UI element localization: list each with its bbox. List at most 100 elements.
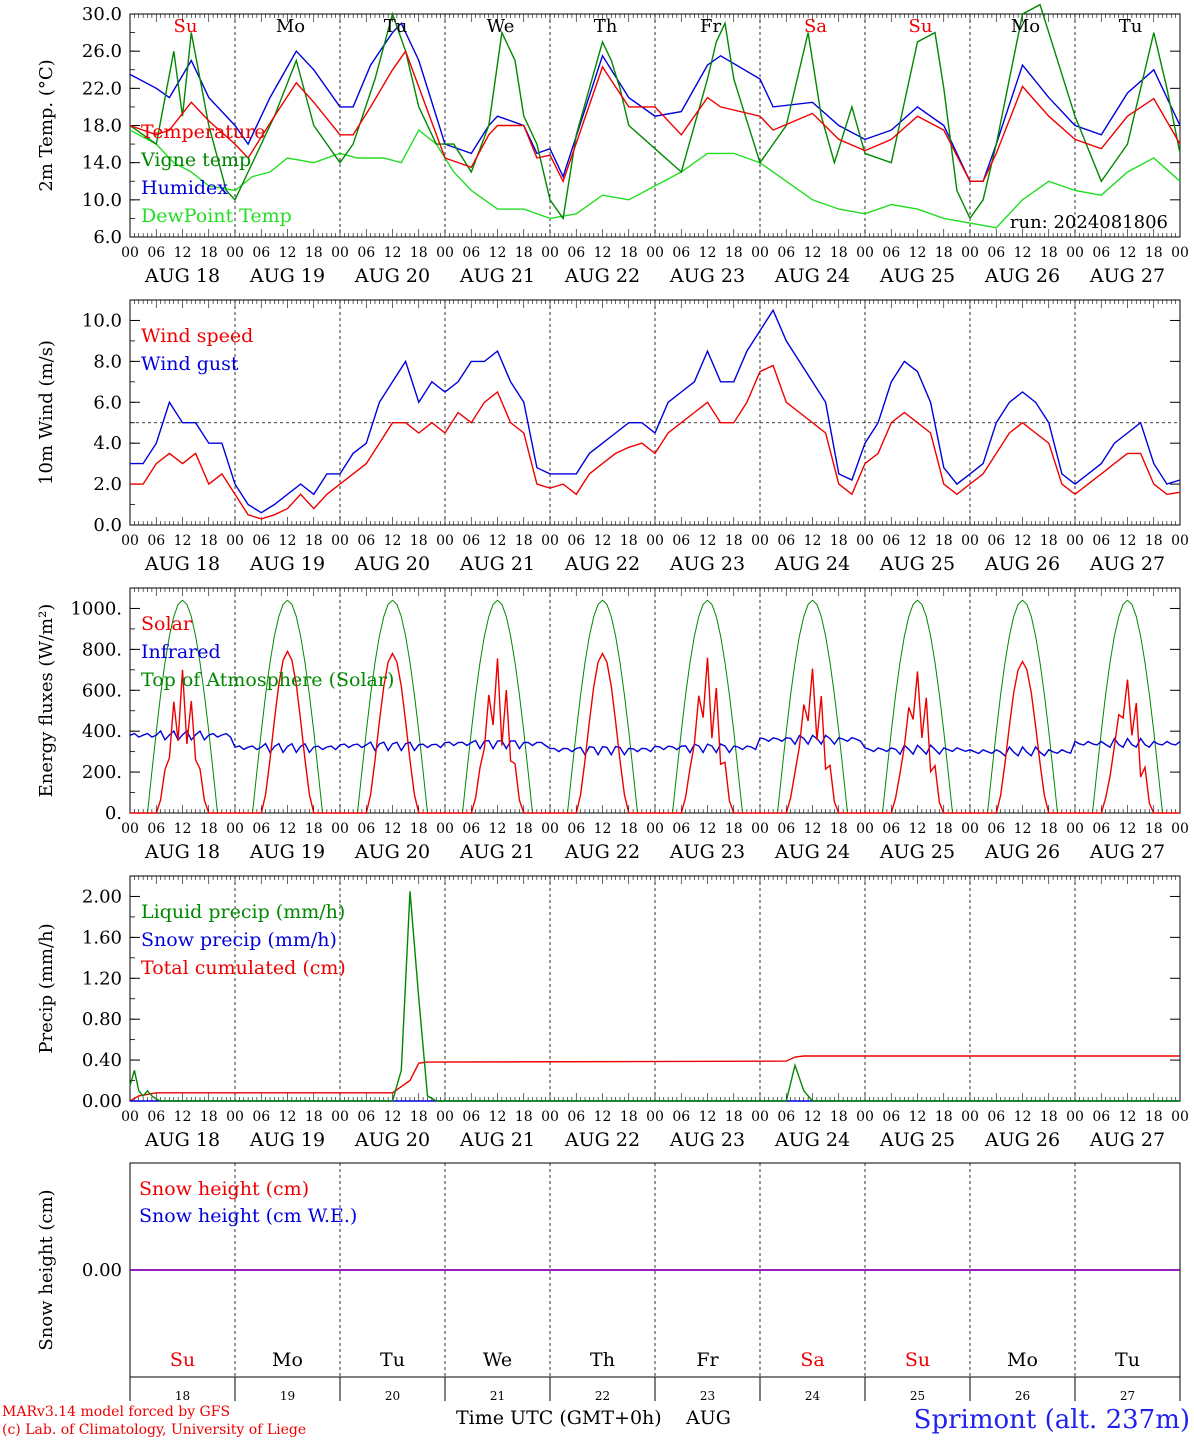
weekday-label-top: Tu: [384, 16, 408, 37]
hour-tick-label: 00: [436, 1109, 454, 1125]
series-line-red: [130, 649, 1180, 814]
legend-entry: Wind gust: [141, 353, 239, 375]
day-label: AUG 25: [879, 1129, 955, 1151]
hour-tick-label: 06: [1092, 1109, 1110, 1125]
day-label: AUG 21: [459, 265, 535, 287]
hour-tick-label: 06: [1092, 533, 1110, 549]
hour-tick-label: 12: [804, 1109, 822, 1125]
hour-tick-label: 00: [226, 821, 244, 837]
hour-tick-label: 06: [1092, 245, 1110, 261]
weekday-label: Tu: [380, 1349, 405, 1371]
day-label: AUG 26: [984, 265, 1060, 287]
hour-tick-label: 18: [935, 533, 953, 549]
hour-tick-label: 12: [699, 821, 717, 837]
hour-tick-label: 06: [462, 533, 480, 549]
hour-tick-label: 00: [1171, 533, 1189, 549]
model-credit: MARv3.14 model forced by GFS: [2, 1404, 230, 1420]
day-label: AUG 21: [459, 1129, 535, 1151]
hour-tick-label: 00: [646, 245, 664, 261]
y-axis-label: Snow height (cm): [36, 1189, 57, 1350]
hour-tick-label: 12: [699, 1109, 717, 1125]
legend-entry: Vigne temp: [140, 149, 251, 171]
day-label: AUG 27: [1089, 265, 1165, 287]
legend-entry: Snow height (cm W.E.): [139, 1205, 357, 1227]
day-number: 25: [910, 1389, 925, 1403]
hour-tick-label: 00: [961, 245, 979, 261]
day-label: AUG 19: [249, 1129, 325, 1151]
hour-tick-label: 12: [909, 821, 927, 837]
hour-tick-label: 18: [200, 821, 218, 837]
x-axis-label: Time UTC (GMT+0h): [456, 1407, 662, 1429]
y-tick-label: 18.0: [82, 116, 122, 137]
day-number: 23: [700, 1389, 715, 1403]
hour-tick-label: 00: [751, 1109, 769, 1125]
hour-tick-label: 18: [620, 245, 638, 261]
y-tick-label: 2.0: [93, 474, 122, 495]
weekday-label: Tu: [1115, 1349, 1140, 1371]
hour-tick-label: 06: [252, 245, 270, 261]
hour-tick-label: 00: [1066, 821, 1084, 837]
hour-tick-label: 00: [226, 533, 244, 549]
hour-tick-label: 18: [830, 245, 848, 261]
hour-tick-label: 12: [489, 821, 507, 837]
hour-tick-label: 06: [147, 245, 165, 261]
hour-tick-label: 06: [882, 821, 900, 837]
hour-tick-label: 12: [699, 533, 717, 549]
series-line-blue: [130, 308, 1181, 514]
hour-tick-label: 12: [279, 821, 297, 837]
run-label: run: 2024081806: [1010, 212, 1168, 233]
series-line-green: [129, 3, 1181, 221]
day-label: AUG 20: [354, 1129, 430, 1151]
weekday-label: Su: [170, 1349, 195, 1371]
hour-tick-label: 00: [856, 821, 874, 837]
hour-tick-label: 06: [882, 245, 900, 261]
weekday-label: We: [483, 1349, 512, 1371]
hour-tick-label: 18: [305, 1109, 323, 1125]
hour-tick-label: 18: [725, 1109, 743, 1125]
day-label: AUG 26: [984, 841, 1060, 863]
y-tick-label: 0.00: [82, 1260, 122, 1281]
hour-tick-label: 00: [961, 821, 979, 837]
panel-energy: 00 06 12 18 AUG 18 00 06 12 18 AUG 19 00 06 12 18 AUG …: [36, 587, 1189, 863]
y-tick-label: 1000.: [70, 598, 122, 619]
day-label: AUG 21: [459, 841, 535, 863]
hour-tick-label: 12: [1119, 821, 1137, 837]
hour-tick-label: 18: [515, 245, 533, 261]
y-axis-label: Energy fluxes (W/m²): [36, 604, 57, 798]
hour-tick-label: 18: [725, 821, 743, 837]
day-label: AUG 24: [774, 265, 850, 287]
weekday-label-top: Su: [909, 16, 933, 37]
hour-tick-label: 06: [252, 1109, 270, 1125]
legend-entry: Snow precip (mm/h): [141, 929, 337, 951]
weekday-label-top: Mo: [1011, 16, 1040, 37]
day-label: AUG 25: [879, 265, 955, 287]
panel-frame: [129, 299, 1181, 526]
hour-tick-label: 00: [856, 533, 874, 549]
hour-tick-label: 12: [384, 245, 402, 261]
hour-tick-label: 00: [751, 245, 769, 261]
day-label: AUG 20: [354, 841, 430, 863]
hour-tick-label: 12: [804, 821, 822, 837]
day-number: 24: [805, 1389, 821, 1403]
hour-tick-label: 18: [200, 1109, 218, 1125]
day-label: AUG 18: [144, 1129, 220, 1151]
hour-tick-label: 18: [410, 245, 428, 261]
hour-tick-label: 00: [436, 245, 454, 261]
hour-tick-label: 12: [594, 821, 612, 837]
y-axis-label: 2m Temp. (°C): [36, 59, 57, 191]
day-label: AUG 25: [879, 553, 955, 575]
hour-tick-label: 00: [541, 533, 559, 549]
hour-tick-label: 12: [384, 533, 402, 549]
y-tick-label: 0.: [105, 803, 122, 824]
hour-tick-label: 06: [357, 245, 375, 261]
weekday-label: Su: [905, 1349, 930, 1371]
day-label: AUG 23: [669, 265, 745, 287]
y-tick-label: 14.0: [82, 153, 122, 174]
legend-entry: Infrared: [141, 641, 221, 663]
hour-tick-label: 18: [725, 533, 743, 549]
day-label: AUG 19: [249, 265, 325, 287]
hour-tick-label: 00: [541, 245, 559, 261]
hour-tick-label: 00: [961, 1109, 979, 1125]
series-line-lightgreen: [129, 129, 1181, 229]
hour-tick-label: 12: [489, 533, 507, 549]
